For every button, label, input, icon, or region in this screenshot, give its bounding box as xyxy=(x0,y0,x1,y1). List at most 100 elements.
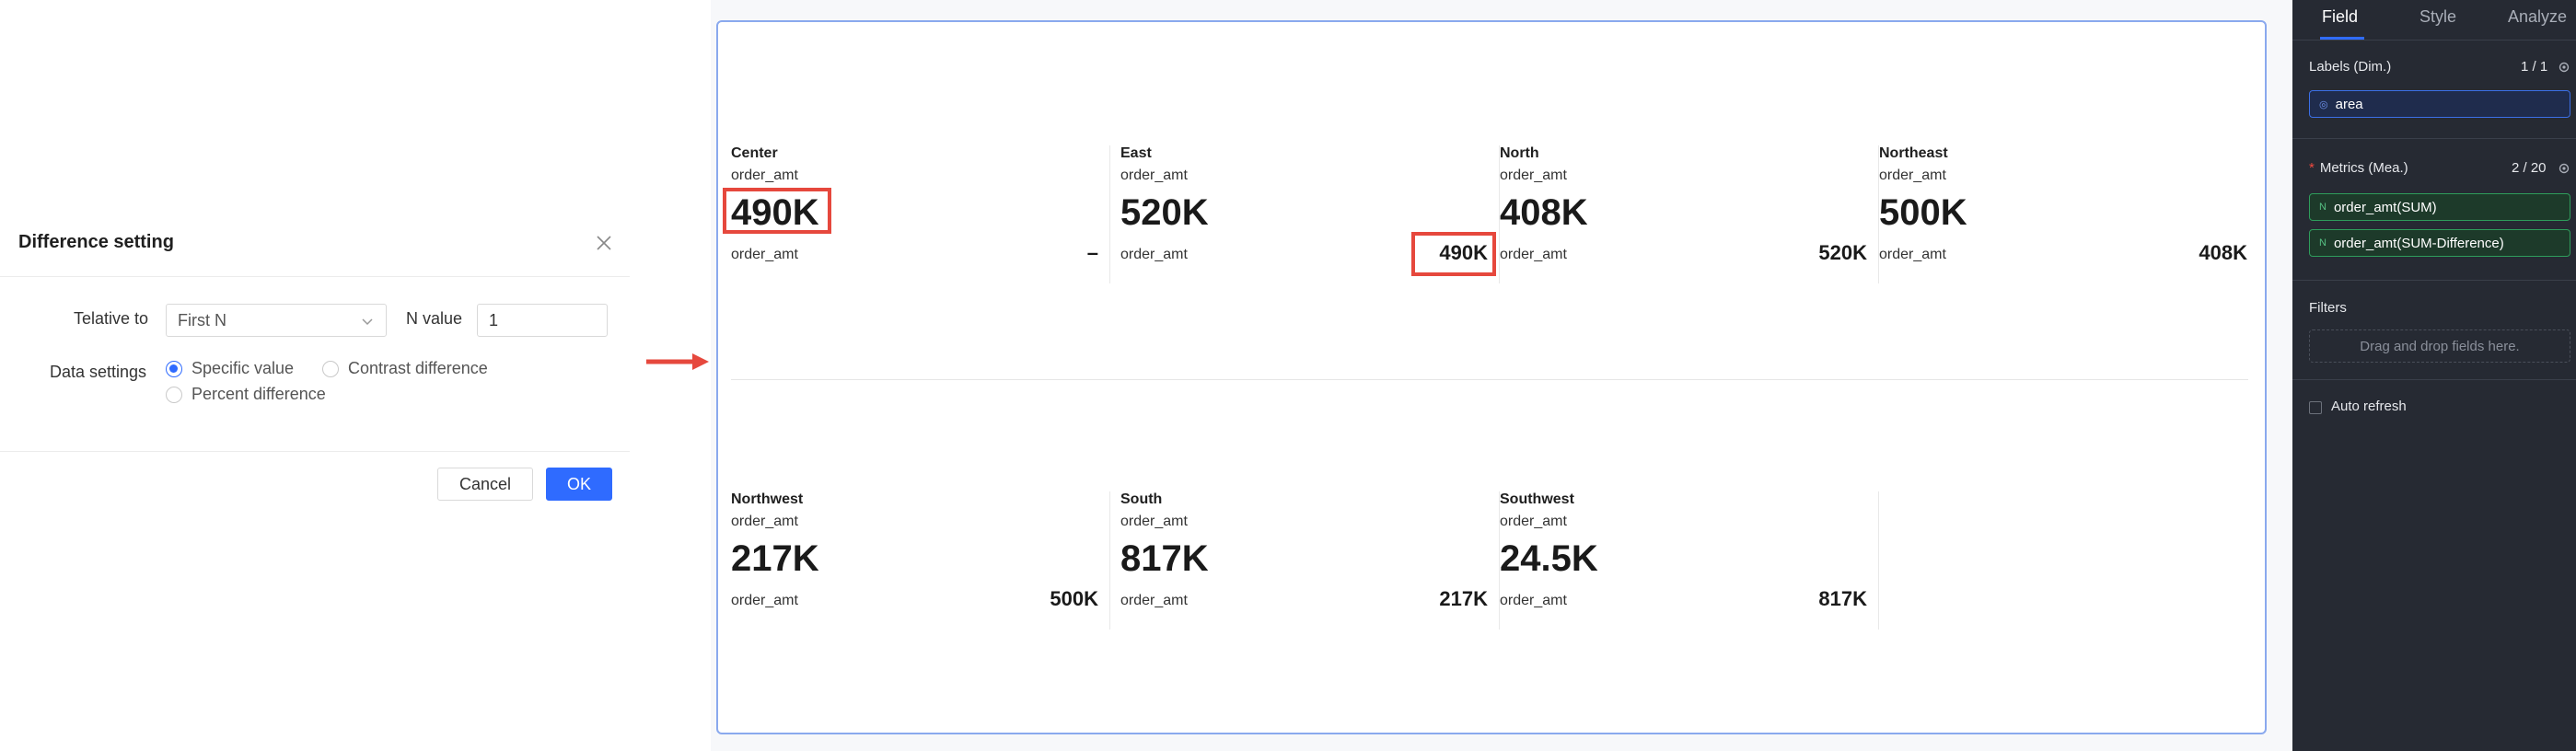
dialog-footer-divider xyxy=(0,451,630,452)
metrics-section-title: * Metrics (Mea.) xyxy=(2309,160,2408,176)
card-value: 24.5K xyxy=(1500,538,1598,579)
difference-setting-dialog: Difference setting Telative to First N N… xyxy=(0,212,630,515)
card-diff-label: order_amt xyxy=(1500,247,1567,262)
card-metric-label: order_amt xyxy=(1120,168,1188,183)
active-tab-indicator xyxy=(2320,37,2364,40)
card-value: 408K xyxy=(1500,192,1588,233)
radio-contrast-difference[interactable]: Contrast difference xyxy=(322,359,488,378)
radio-label: Specific value xyxy=(191,359,295,377)
radio-button-checked xyxy=(166,360,182,377)
row-divider xyxy=(731,379,2248,380)
auto-refresh-label: Auto refresh xyxy=(2331,399,2407,414)
n-value-input[interactable] xyxy=(477,304,608,337)
card-region: North xyxy=(1500,145,1539,161)
section-divider xyxy=(2292,280,2576,281)
card-diff-value: 490K xyxy=(1439,241,1488,264)
radio-label: Percent difference xyxy=(191,385,326,403)
kpi-card-south[interactable]: South order_amt 817K order_amt 217K xyxy=(1120,491,1500,630)
radio-percent-difference[interactable]: Percent difference xyxy=(166,385,326,404)
radio-button xyxy=(166,386,182,403)
sidebar-tabs: Field Style Analyze xyxy=(2292,0,2576,40)
card-diff-label: order_amt xyxy=(1879,247,1946,262)
radio-button xyxy=(322,360,339,377)
dimension-field-label: area xyxy=(2335,96,2363,112)
card-metric-label: order_amt xyxy=(731,514,798,529)
measure-type-icon: N xyxy=(2319,202,2327,213)
measure-field-order-amt-sum[interactable]: N order_amt(SUM) xyxy=(2309,193,2570,221)
kpi-chart-canvas[interactable] xyxy=(716,20,2267,734)
card-diff-label: order_amt xyxy=(1500,593,1567,608)
measure-type-icon: N xyxy=(2319,237,2327,248)
tab-style[interactable]: Style xyxy=(2419,7,2457,26)
filters-section-title: Filters xyxy=(2309,300,2347,316)
card-diff-label: order_amt xyxy=(1120,593,1188,608)
dimension-field-area[interactable]: ◎ area xyxy=(2309,90,2570,118)
dimension-type-icon: ◎ xyxy=(2319,98,2328,110)
labels-section-title: Labels (Dim.) xyxy=(2309,59,2392,75)
section-divider xyxy=(2292,138,2576,139)
metrics-count: 2 / 20 xyxy=(2512,160,2547,176)
tab-analyze[interactable]: Analyze xyxy=(2508,7,2568,26)
measure-field-label: order_amt(SUM-Difference) xyxy=(2333,235,2504,251)
dialog-title: Difference setting xyxy=(18,232,174,252)
card-region: East xyxy=(1120,145,1152,161)
card-diff-value: 520K xyxy=(1818,241,1867,264)
chevron-down-icon xyxy=(362,318,373,326)
kpi-card-north[interactable]: North order_amt 408K order_amt 520K xyxy=(1500,145,1879,283)
measure-field-order-amt-difference[interactable]: N order_amt(SUM-Difference) xyxy=(2309,229,2570,257)
card-diff-value: 408K xyxy=(2199,241,2247,264)
card-region: Northwest xyxy=(731,491,804,507)
auto-refresh-checkbox[interactable] xyxy=(2309,401,2322,414)
card-diff-value: 217K xyxy=(1439,587,1488,610)
metrics-title-text: Metrics (Mea.) xyxy=(2319,160,2408,176)
radio-specific-value[interactable]: Specific value xyxy=(166,359,294,378)
card-region: Southwest xyxy=(1500,491,1574,507)
card-value: 817K xyxy=(1120,538,1209,579)
card-value: 520K xyxy=(1120,192,1209,233)
card-region: Northeast xyxy=(1879,145,1948,161)
card-diff-label: order_amt xyxy=(731,593,798,608)
cancel-button[interactable]: Cancel xyxy=(437,468,533,501)
radio-label: Contrast difference xyxy=(348,359,488,377)
card-metric-label: order_amt xyxy=(1879,168,1946,183)
card-value: 490K xyxy=(731,192,819,233)
relative-to-value: First N xyxy=(178,310,226,329)
relative-to-label: Telative to xyxy=(74,309,149,328)
card-value: 217K xyxy=(731,538,819,579)
n-value-label: N value xyxy=(406,309,463,328)
card-diff-label: order_amt xyxy=(731,247,798,262)
labels-count: 1 / 1 xyxy=(2521,59,2548,75)
kpi-card-east[interactable]: East order_amt 520K order_amt 490K xyxy=(1120,145,1500,283)
required-marker: * xyxy=(2309,160,2315,176)
card-region: Center xyxy=(731,145,778,161)
kpi-card-northeast[interactable]: Northeast order_amt 500K order_amt 408K xyxy=(1879,145,2258,283)
card-diff-label: order_amt xyxy=(1120,247,1188,262)
card-metric-label: order_amt xyxy=(731,168,798,183)
close-icon[interactable] xyxy=(589,228,619,258)
card-diff-value: – xyxy=(1086,241,1098,264)
card-metric-label: order_amt xyxy=(1120,514,1188,529)
card-diff-value: 817K xyxy=(1818,587,1867,610)
kpi-card-northwest[interactable]: Northwest order_amt 217K order_amt 500K xyxy=(731,491,1110,630)
filters-dropzone[interactable]: Drag and drop fields here. xyxy=(2309,329,2570,363)
config-sidebar: Field Style Analyze Labels (Dim.) 1 / 1 … xyxy=(2292,0,2576,751)
gear-icon[interactable] xyxy=(2558,61,2570,74)
card-metric-label: order_amt xyxy=(1500,514,1567,529)
relative-to-select[interactable]: First N xyxy=(166,304,387,337)
section-divider xyxy=(2292,379,2576,380)
card-region: South xyxy=(1120,491,1163,507)
card-value: 500K xyxy=(1879,192,1967,233)
arrow-right-icon xyxy=(646,353,709,370)
kpi-card-southwest[interactable]: Southwest order_amt 24.5K order_amt 817K xyxy=(1500,491,1879,630)
ok-button[interactable]: OK xyxy=(546,468,612,501)
kpi-card-center[interactable]: Center order_amt 490K order_amt – xyxy=(731,145,1110,283)
highlight-box xyxy=(1411,232,1496,276)
data-settings-label: Data settings xyxy=(50,363,147,381)
measure-field-label: order_amt(SUM) xyxy=(2333,199,2437,215)
tab-field[interactable]: Field xyxy=(2322,7,2359,26)
highlight-box xyxy=(723,188,831,234)
card-diff-value: 500K xyxy=(1050,587,1098,610)
dialog-header-divider xyxy=(0,276,630,277)
card-metric-label: order_amt xyxy=(1500,168,1567,183)
gear-icon[interactable] xyxy=(2558,162,2570,175)
